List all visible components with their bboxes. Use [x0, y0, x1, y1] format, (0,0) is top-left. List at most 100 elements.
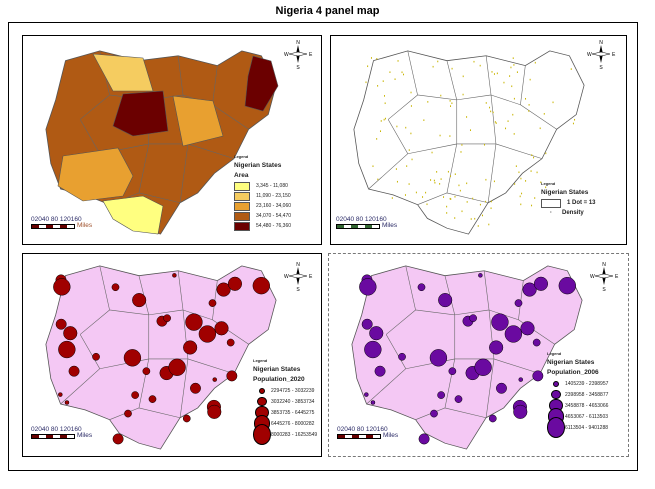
- state-population-symbol: [513, 404, 528, 419]
- density-dot: [472, 197, 474, 200]
- svg-text:N: N: [296, 40, 300, 46]
- density-dot: [491, 71, 493, 73]
- density-dot: [525, 97, 527, 100]
- density-dot: [543, 113, 545, 115]
- density-dot: [490, 200, 492, 203]
- density-dot: [382, 80, 384, 82]
- svg-text:N: N: [296, 262, 300, 268]
- density-dot: [384, 102, 386, 105]
- density-dot: [533, 156, 535, 159]
- state-population-symbol: [437, 391, 445, 399]
- state-population-symbol: [53, 278, 71, 296]
- legend-layer: Nigerian States: [253, 366, 301, 373]
- state-population-symbol: [216, 282, 231, 297]
- scale-unit: Miles: [77, 432, 93, 439]
- density-dot: [512, 113, 514, 116]
- density-dot: [458, 184, 460, 187]
- legend-symbol: [259, 387, 265, 394]
- scale-unit: Miles: [383, 432, 399, 439]
- state-population-symbol: [226, 338, 235, 347]
- density-dot: [439, 134, 441, 137]
- state-population-symbol: [430, 409, 438, 418]
- state-population-symbol: [417, 283, 426, 292]
- density-dot: [397, 60, 399, 62]
- legend: Legend Nigerian States 1 Dot = 13 · Dens…: [541, 181, 596, 216]
- density-dot: [396, 125, 398, 128]
- scale-bar: 02040 80 120160 Miles: [31, 426, 92, 439]
- svg-text:W: W: [590, 274, 595, 280]
- density-dot: [545, 186, 547, 189]
- density-dot: [512, 57, 514, 59]
- state-area-class2: [92, 53, 154, 92]
- density-dot: [450, 105, 452, 107]
- state-population-symbol: [520, 321, 535, 336]
- density-dot: [376, 138, 378, 140]
- density-dot: [481, 214, 483, 217]
- density-dot: [531, 154, 533, 156]
- legend-layer: Nigerian States: [234, 162, 282, 169]
- density-dot: [405, 126, 407, 129]
- legend-symbol: [553, 380, 559, 387]
- density-dot: [470, 218, 472, 220]
- density-dot: [379, 130, 381, 133]
- density-dot: [496, 72, 498, 75]
- state-area-class3: [172, 95, 224, 147]
- state-population-symbol: [63, 326, 78, 341]
- legend-field: Population_2020: [253, 376, 305, 383]
- map-population-2006: N S W E: [351, 262, 619, 450]
- density-dot: [492, 111, 494, 114]
- legend-field: Area: [234, 172, 249, 179]
- density-dot: [507, 120, 509, 122]
- density-dot: [515, 165, 517, 167]
- legend-class: 1405239 - 2398957: [547, 378, 608, 389]
- state-population-symbol: [398, 352, 406, 361]
- legend-swatch: [234, 201, 250, 211]
- density-dot: [459, 189, 461, 192]
- density-dot: [380, 120, 382, 122]
- state-population-symbol: [208, 299, 217, 307]
- legend-class: 23,160 - 34,060: [234, 201, 291, 211]
- svg-text:W: W: [587, 52, 592, 58]
- density-dot: [425, 191, 427, 194]
- density-dot: [450, 198, 452, 200]
- density-dot: [493, 73, 495, 75]
- density-dot: [462, 93, 464, 96]
- density-dot: [477, 225, 479, 227]
- state-population-symbol: [364, 392, 369, 397]
- north-arrow-icon: N S W E: [587, 40, 616, 71]
- state-population-symbol: [448, 367, 457, 376]
- svg-text:E: E: [615, 274, 619, 280]
- legend-class-label: 2294725 - 3032239: [271, 387, 315, 394]
- density-dot: [545, 152, 547, 155]
- legend-class-label: 8000283 - 16253549: [271, 431, 318, 438]
- legend-class: 34,070 - 54,470: [234, 211, 291, 221]
- svg-text:E: E: [309, 52, 313, 58]
- state-area-class3: [57, 147, 134, 202]
- state-population-symbol: [198, 325, 217, 343]
- state-population-symbol: [148, 395, 157, 403]
- state-population-symbol: [185, 313, 203, 331]
- density-dot: [431, 151, 433, 154]
- legend-class: 6113504 - 9401288: [547, 417, 608, 438]
- density-dot: [473, 60, 475, 63]
- state-population-symbol: [532, 370, 544, 382]
- state-population-symbol: [518, 377, 523, 382]
- density-dot: [401, 71, 403, 74]
- density-dot: [449, 135, 451, 137]
- layout-frame: [8, 22, 638, 471]
- legend-symbol: [547, 417, 565, 438]
- panel-area-choropleth: N S W E Legend Nigerian States Area 3,345 …: [22, 35, 322, 245]
- density-dot: [434, 181, 436, 184]
- density-dot: [446, 212, 448, 214]
- map-area: N S W E: [45, 40, 313, 235]
- legend-heading: Legend: [234, 154, 249, 159]
- svg-text:W: W: [284, 52, 289, 58]
- legend-field: Population_2006: [547, 369, 599, 376]
- density-dot: [485, 102, 487, 104]
- density-dot: [436, 171, 438, 173]
- legend-class: 11,090 - 23,150: [234, 191, 291, 201]
- map-density: N S W E: [353, 40, 616, 235]
- svg-text:E: E: [612, 52, 616, 58]
- density-dot: [490, 110, 492, 113]
- density-dot: [423, 119, 425, 121]
